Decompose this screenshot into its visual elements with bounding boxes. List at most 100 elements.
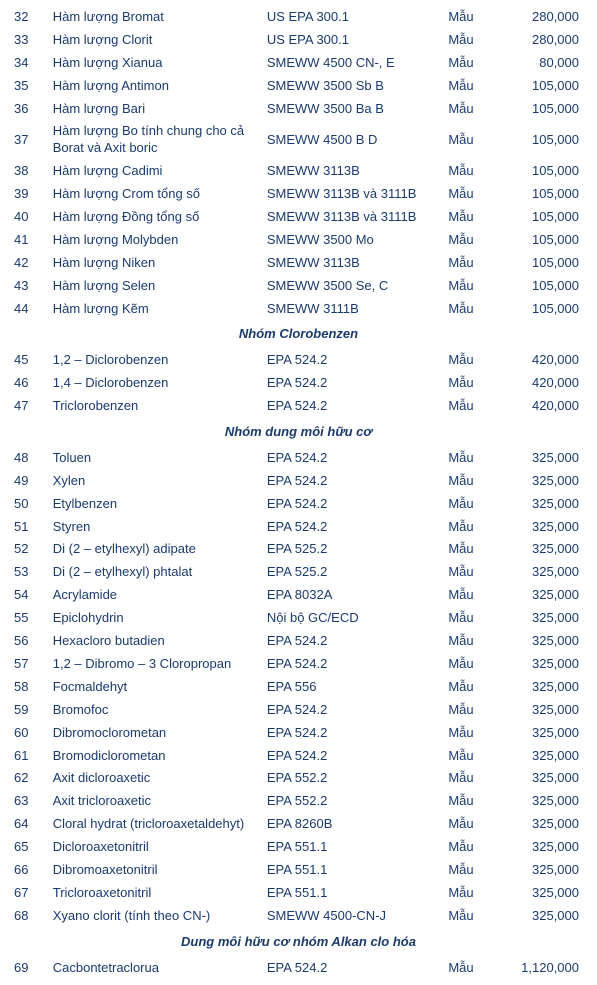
cell-unit: Mẫu <box>446 561 503 584</box>
cell-name: Hàm lượng Niken <box>51 252 265 275</box>
cell-name: 1,2 – Diclorobenzen <box>51 349 265 372</box>
cell-method: EPA 8260B <box>265 813 446 836</box>
cell-method: EPA 524.2 <box>265 493 446 516</box>
cell-price: 325,000 <box>503 676 585 699</box>
cell-index: 57 <box>12 653 51 676</box>
cell-unit: Mẫu <box>446 607 503 630</box>
cell-name: Axit dicloroaxetic <box>51 767 265 790</box>
cell-unit: Mẫu <box>446 836 503 859</box>
cell-unit: Mẫu <box>446 630 503 653</box>
cell-name: Cloral hydrat (tricloroaxetaldehyt) <box>51 813 265 836</box>
cell-index: 32 <box>12 6 51 29</box>
cell-unit: Mẫu <box>446 538 503 561</box>
cell-price: 105,000 <box>503 206 585 229</box>
cell-index: 41 <box>12 229 51 252</box>
cell-name: Hexacloro butadien <box>51 630 265 653</box>
cell-price: 105,000 <box>503 183 585 206</box>
cell-method: EPA 551.1 <box>265 859 446 882</box>
cell-price: 325,000 <box>503 538 585 561</box>
cell-name: Dibromoaxetonitril <box>51 859 265 882</box>
table-row: 34Hàm lượng XianuaSMEWW 4500 CN-, EMẫu80… <box>12 52 585 75</box>
table-row: 571,2 – Dibromo – 3 CloropropanEPA 524.2… <box>12 653 585 676</box>
cell-unit: Mẫu <box>446 75 503 98</box>
cell-name: Hàm lượng Clorit <box>51 29 265 52</box>
table-row: 61BromodiclorometanEPA 524.2Mẫu325,000 <box>12 745 585 768</box>
cell-index: 38 <box>12 160 51 183</box>
cell-index: 65 <box>12 836 51 859</box>
cell-price: 325,000 <box>503 836 585 859</box>
cell-method: SMEWW 3500 Se, C <box>265 275 446 298</box>
section-header: Nhóm Clorobenzen <box>12 320 585 349</box>
cell-name: Hàm lượng Xianua <box>51 52 265 75</box>
cell-method: EPA 524.2 <box>265 372 446 395</box>
cell-price: 1,120,000 <box>503 957 585 980</box>
cell-name: Cacbontetraclorua <box>51 957 265 980</box>
cell-unit: Mẫu <box>446 29 503 52</box>
section-header: Nhóm dung môi hữu cơ <box>12 418 585 447</box>
cell-price: 105,000 <box>503 252 585 275</box>
cell-method: EPA 552.2 <box>265 790 446 813</box>
table-row: 64Cloral hydrat (tricloroaxetaldehyt)EPA… <box>12 813 585 836</box>
cell-price: 325,000 <box>503 516 585 539</box>
cell-index: 44 <box>12 298 51 321</box>
table-row: 52Di (2 – etylhexyl) adipateEPA 525.2Mẫu… <box>12 538 585 561</box>
cell-name: Epiclohydrin <box>51 607 265 630</box>
table-row: 44Hàm lượng KẽmSMEWW 3111BMẫu105,000 <box>12 298 585 321</box>
cell-name: Hàm lượng Cadimi <box>51 160 265 183</box>
cell-method: SMEWW 4500-CN-J <box>265 905 446 928</box>
cell-index: 45 <box>12 349 51 372</box>
cell-index: 61 <box>12 745 51 768</box>
cell-index: 59 <box>12 699 51 722</box>
cell-index: 60 <box>12 722 51 745</box>
table-row: 55EpiclohydrinNội bộ GC/ECDMẫu325,000 <box>12 607 585 630</box>
cell-index: 67 <box>12 882 51 905</box>
section-label: Dung môi hữu cơ nhóm Alkan clo hóa <box>12 928 585 957</box>
cell-price: 420,000 <box>503 349 585 372</box>
cell-name: Hàm lượng Đồng tổng số <box>51 206 265 229</box>
table-row: 41Hàm lượng MolybdenSMEWW 3500 MoMẫu105,… <box>12 229 585 252</box>
cell-method: SMEWW 3500 Ba B <box>265 98 446 121</box>
cell-name: Axit tricloroaxetic <box>51 790 265 813</box>
cell-index: 48 <box>12 447 51 470</box>
cell-index: 56 <box>12 630 51 653</box>
cell-index: 63 <box>12 790 51 813</box>
cell-price: 325,000 <box>503 447 585 470</box>
cell-price: 280,000 <box>503 6 585 29</box>
cell-price: 105,000 <box>503 275 585 298</box>
cell-price: 325,000 <box>503 813 585 836</box>
cell-index: 37 <box>12 120 51 160</box>
cell-unit: Mẫu <box>446 470 503 493</box>
table-row: 39Hàm lượng Crom tổng sốSMEWW 3113B và 3… <box>12 183 585 206</box>
cell-method: EPA 551.1 <box>265 882 446 905</box>
section-label: Nhóm dung môi hữu cơ <box>12 418 585 447</box>
cell-index: 68 <box>12 905 51 928</box>
cell-method: US EPA 300.1 <box>265 6 446 29</box>
table-row: 60DibromoclorometanEPA 524.2Mẫu325,000 <box>12 722 585 745</box>
table-row: 62Axit dicloroaxeticEPA 552.2Mẫu325,000 <box>12 767 585 790</box>
cell-name: Etylbenzen <box>51 493 265 516</box>
cell-price: 80,000 <box>503 52 585 75</box>
cell-price: 325,000 <box>503 584 585 607</box>
cell-unit: Mẫu <box>446 767 503 790</box>
cell-index: 55 <box>12 607 51 630</box>
cell-unit: Mẫu <box>446 790 503 813</box>
cell-price: 105,000 <box>503 160 585 183</box>
cell-name: Hàm lượng Molybden <box>51 229 265 252</box>
cell-unit: Mẫu <box>446 98 503 121</box>
cell-index: 43 <box>12 275 51 298</box>
cell-unit: Mẫu <box>446 859 503 882</box>
cell-name: Hàm lượng Selen <box>51 275 265 298</box>
cell-unit: Mẫu <box>446 298 503 321</box>
cell-name: Bromodiclorometan <box>51 745 265 768</box>
cell-price: 280,000 <box>503 29 585 52</box>
cell-unit: Mẫu <box>446 493 503 516</box>
price-table: 32Hàm lượng BromatUS EPA 300.1Mẫu280,000… <box>12 6 585 979</box>
table-row: 65DicloroaxetonitrilEPA 551.1Mẫu325,000 <box>12 836 585 859</box>
cell-name: 1,2 – Dibromo – 3 Cloropropan <box>51 653 265 676</box>
cell-method: EPA 524.2 <box>265 447 446 470</box>
cell-index: 53 <box>12 561 51 584</box>
table-row: 48ToluenEPA 524.2Mẫu325,000 <box>12 447 585 470</box>
cell-index: 33 <box>12 29 51 52</box>
cell-name: Hàm lượng Bari <box>51 98 265 121</box>
cell-name: Hàm lượng Kẽm <box>51 298 265 321</box>
